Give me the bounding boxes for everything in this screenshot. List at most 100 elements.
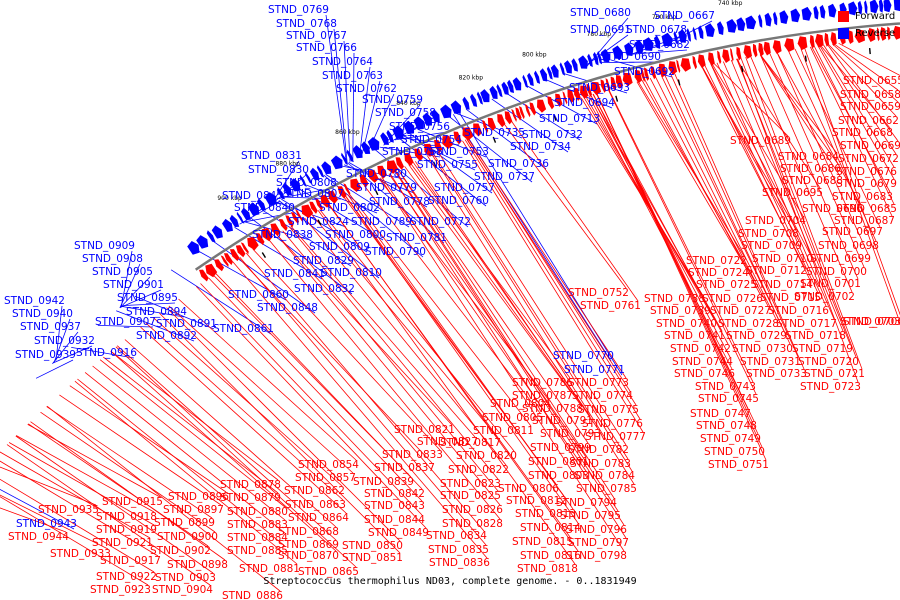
gene-label: STND_0840 — [234, 202, 295, 214]
leader-line — [145, 322, 344, 501]
gene-label: STND_0786 — [512, 377, 573, 389]
gene-arrow — [547, 96, 555, 110]
gene-label: STND_0839 — [353, 476, 414, 488]
gene-arrow — [519, 106, 525, 120]
gene-label: STND_0903 — [155, 572, 216, 584]
gene-label: STND_0812 — [506, 495, 567, 507]
gene-label: STND_0883 — [227, 519, 288, 531]
leader-line — [787, 49, 877, 242]
gene-label: STND_0736 — [488, 158, 549, 170]
leader-line — [53, 345, 93, 364]
leader-line — [655, 76, 777, 320]
gene-label: STND_0827 — [417, 436, 478, 448]
gene-arrow — [828, 3, 837, 18]
gene-arrow — [676, 59, 681, 74]
gene-label: STND_0848 — [257, 302, 318, 314]
gene-arrow — [869, 0, 879, 14]
gene-arrow — [758, 14, 763, 28]
gene-arrow — [315, 198, 323, 211]
gene-label: STND_0684 — [778, 151, 839, 163]
gene-label: STND_0810 — [321, 267, 382, 279]
leader-line — [730, 59, 844, 332]
leader-line — [737, 58, 859, 383]
gene-arrow — [241, 207, 251, 221]
gene-label: STND_0820 — [456, 450, 517, 462]
gene-label: STND_0917 — [100, 555, 161, 567]
gene-label: STND_0756 — [389, 121, 450, 133]
gene-arrow — [368, 169, 379, 183]
gene-arrow — [515, 107, 522, 121]
gene-label: STND_0807 — [283, 188, 344, 200]
leader-line — [398, 137, 487, 207]
gene-label: STND_0939 — [15, 349, 76, 361]
gene-arrow — [600, 79, 607, 93]
gene-arrow — [352, 145, 363, 159]
gene-label: STND_0779 — [356, 182, 417, 194]
gene-arrow — [605, 78, 611, 92]
leader-line — [306, 184, 378, 214]
leader-line — [832, 43, 899, 103]
gene-arrow — [564, 60, 572, 74]
gene-label: STND_0747 — [690, 408, 751, 420]
leader-line — [317, 210, 576, 565]
leader-line — [0, 478, 155, 573]
leader-line — [389, 173, 627, 539]
gene-label: STND_0785 — [576, 483, 637, 495]
gene-arrow — [367, 137, 380, 151]
leader-line — [394, 131, 448, 141]
leader-line — [92, 365, 286, 521]
gene-arrow — [678, 29, 687, 43]
leader-line — [166, 307, 401, 542]
gene-label: STND_0831 — [241, 150, 302, 162]
gene-label: STND_0680 — [570, 7, 631, 19]
leader-line — [722, 61, 835, 320]
leader-line — [0, 488, 75, 530]
leader-line — [827, 44, 899, 142]
gene-label: STND_0738 — [644, 293, 705, 305]
gene-label: STND_0921 — [92, 537, 153, 549]
gene-arrow — [196, 235, 209, 249]
leader-line — [238, 257, 433, 464]
leader-line — [110, 350, 279, 481]
gene-arrow — [562, 91, 568, 105]
gene-label: STND_0821 — [394, 424, 455, 436]
leader-line — [333, 28, 348, 164]
forward-gene-arrows — [199, 25, 900, 282]
leader-line — [819, 45, 895, 168]
gene-label: STND_0767 — [286, 30, 347, 42]
leader-line — [115, 346, 357, 568]
leader-line — [344, 195, 579, 524]
leader-line — [437, 151, 627, 446]
gene-arrow — [854, 29, 865, 44]
gene-arrow — [705, 23, 715, 37]
leader-line — [232, 261, 488, 559]
leader-line — [660, 75, 785, 332]
gene-label: STND_0790 — [365, 246, 426, 258]
gene-label: STND_0933 — [50, 548, 111, 560]
gene-label: STND_0801 — [528, 456, 589, 468]
leader-line — [713, 63, 789, 137]
gene-arrow — [223, 253, 233, 265]
gene-label: STND_0850 — [342, 540, 403, 552]
gene-arrow — [624, 42, 634, 56]
leader-line — [664, 74, 791, 345]
legend-forward: Forward — [838, 8, 895, 25]
gene-arrow — [387, 160, 399, 174]
leader-line — [776, 51, 869, 255]
gene-arrow — [809, 34, 815, 49]
gene-arrow — [504, 111, 513, 125]
leader-line — [585, 17, 629, 68]
gene-label: STND_0672 — [838, 153, 899, 165]
leader-line — [152, 317, 343, 487]
gene-label: STND_0766 — [296, 42, 357, 54]
gene-arrow — [462, 96, 470, 110]
gene-label: STND_0724 — [688, 267, 749, 279]
leader-line — [276, 234, 501, 506]
gene-label: STND_0765 — [382, 146, 443, 158]
leader-line — [343, 40, 351, 162]
leader-line — [120, 250, 133, 307]
gene-label: STND_0944 — [8, 531, 69, 543]
tick-label: 760 kbp — [652, 14, 677, 21]
leader-line — [776, 51, 861, 205]
leader-line — [736, 58, 821, 189]
